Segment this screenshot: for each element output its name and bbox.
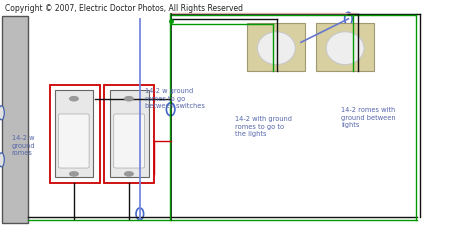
Circle shape [125, 97, 133, 101]
Text: 14-2 with ground
romes to go to
the lights: 14-2 with ground romes to go to the ligh… [235, 116, 292, 137]
FancyBboxPatch shape [247, 23, 305, 71]
Circle shape [125, 172, 133, 176]
Ellipse shape [257, 32, 295, 65]
Text: 14-2 romes with
ground between
lights: 14-2 romes with ground between lights [341, 107, 396, 128]
Circle shape [70, 172, 78, 176]
Text: Copyright © 2007, Electric Doctor Photos, All Rights Reserved: Copyright © 2007, Electric Doctor Photos… [5, 4, 243, 12]
Ellipse shape [326, 32, 364, 65]
FancyBboxPatch shape [58, 114, 89, 168]
Ellipse shape [0, 153, 4, 167]
FancyBboxPatch shape [55, 90, 93, 177]
FancyBboxPatch shape [2, 16, 28, 223]
Text: 14-2 w ground
romes to go
between switches: 14-2 w ground romes to go between switch… [145, 88, 204, 109]
Ellipse shape [0, 106, 4, 120]
FancyBboxPatch shape [316, 23, 374, 71]
FancyBboxPatch shape [110, 90, 149, 177]
FancyBboxPatch shape [114, 114, 145, 168]
Text: 14-2 w
ground
romes: 14-2 w ground romes [12, 135, 36, 156]
Circle shape [70, 97, 78, 101]
